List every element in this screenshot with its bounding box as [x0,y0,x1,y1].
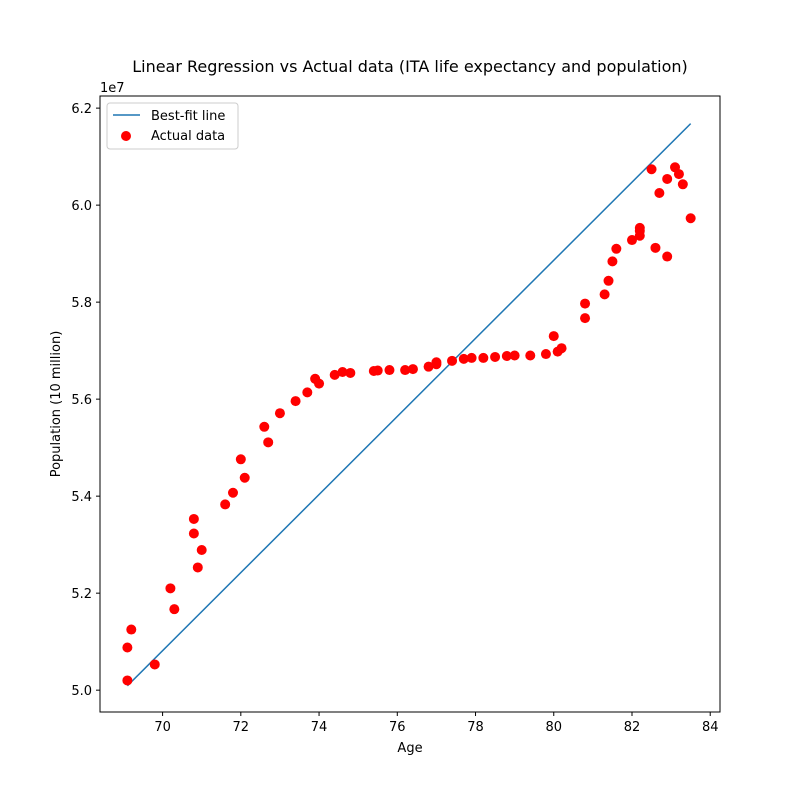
scatter-point [556,343,567,354]
x-tick-label: 70 [154,720,171,735]
x-axis: 70 72 74 76 78 80 82 84 [154,712,718,735]
y-axis: 5.0 5.2 5.4 5.6 5.8 6.0 6.2 [71,102,100,699]
scatter-point [603,275,614,286]
scatter-point [165,583,176,594]
y-tick-label: 6.0 [71,199,92,214]
scatter-point [447,355,458,366]
scatter-point [478,352,489,363]
scatter-point [290,396,301,407]
scatter-point [263,437,274,448]
y-axis-label: Population (10 million) [49,331,64,478]
best-fit-line [126,123,692,687]
scatter-point [372,365,383,376]
legend-label-best-fit: Best-fit line [151,109,225,124]
y-offset-text: 1e7 [100,81,125,96]
scatter-point [169,604,180,615]
scatter-point [466,352,477,363]
scatter-point [685,213,696,224]
scatter-point [525,350,536,361]
x-tick-label: 84 [702,720,719,735]
y-tick-label: 6.2 [71,102,92,117]
scatter-point [122,642,133,653]
y-tick-label: 5.8 [71,296,92,311]
chart-title: Linear Regression vs Actual data (ITA li… [132,57,688,76]
scatter-point [501,350,512,361]
legend-marker-swatch [121,131,131,141]
scatter-point [662,173,673,184]
scatter-point [126,624,137,635]
scatter-point [345,367,356,378]
scatter-point [626,235,637,246]
scatter-point [149,659,160,670]
scatter-point [239,472,250,483]
scatter-point [677,179,688,190]
x-axis-label: Age [397,741,422,756]
scatter-point [509,350,520,361]
plot-area [122,123,696,687]
scatter-point [220,499,231,510]
scatter-point [259,421,270,432]
scatter-point [274,408,285,419]
scatter-point [337,366,348,377]
scatter-point [662,251,673,262]
scatter-point [329,369,340,380]
scatter-point [423,361,434,372]
scatter-point [580,298,591,309]
scatter-point [650,242,661,253]
scatter-point [599,289,610,300]
scatter-point [611,243,622,254]
scatter-point [400,365,411,376]
x-tick-label: 72 [233,720,250,735]
scatter-point [227,487,238,498]
scatter-point [122,675,133,686]
y-tick-label: 5.6 [71,393,92,408]
scatter-point [580,313,591,324]
scatter-point [646,164,657,175]
x-tick-label: 82 [624,720,641,735]
scatter-point [188,513,199,524]
scatter-point [607,256,618,267]
legend-label-actual: Actual data [151,129,225,144]
scatter-point [302,387,313,398]
scatter-point [431,359,442,370]
axes-frame [99,95,721,713]
scatter-point [540,349,551,360]
scatter-point [673,169,684,180]
x-tick-label: 80 [545,720,562,735]
scatter-point [634,222,645,233]
x-tick-label: 76 [389,720,406,735]
scatter-point [314,378,325,389]
y-tick-label: 5.0 [71,684,92,699]
scatter-point [188,528,199,539]
y-tick-label: 5.2 [71,587,92,602]
scatter-point [548,331,559,342]
scatter-point [196,544,207,555]
scatter-point [407,364,418,375]
scatter-point [654,188,665,199]
x-tick-label: 78 [467,720,484,735]
scatter-point [490,351,501,362]
scatter-point [458,353,469,364]
x-tick-label: 74 [311,720,328,735]
scatter-point [384,365,395,376]
y-tick-label: 5.4 [71,490,92,505]
legend: Best-fit line Actual data [106,102,239,150]
scatter-point [192,562,203,573]
scatter-point [235,454,246,465]
